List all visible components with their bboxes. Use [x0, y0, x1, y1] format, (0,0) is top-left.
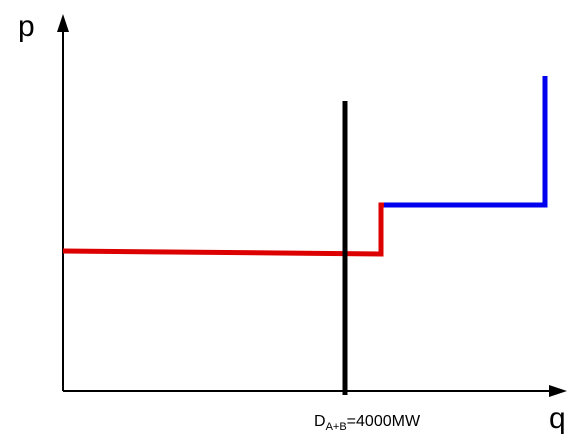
demand-label-value: =4000MW	[347, 413, 421, 430]
demand-label-main: D	[314, 413, 326, 430]
supply-curve-blue-segment	[384, 76, 548, 208]
supply-curve-red-segment	[62, 202, 384, 257]
y-axis-label: p	[18, 10, 35, 43]
y-axis-arrowhead	[57, 14, 69, 32]
demand-label: DA+B=4000MW	[314, 413, 421, 433]
x-axis-arrowhead	[549, 385, 567, 397]
x-axis-label: q	[549, 402, 566, 435]
demand-label-subscript: A+B	[326, 421, 347, 433]
